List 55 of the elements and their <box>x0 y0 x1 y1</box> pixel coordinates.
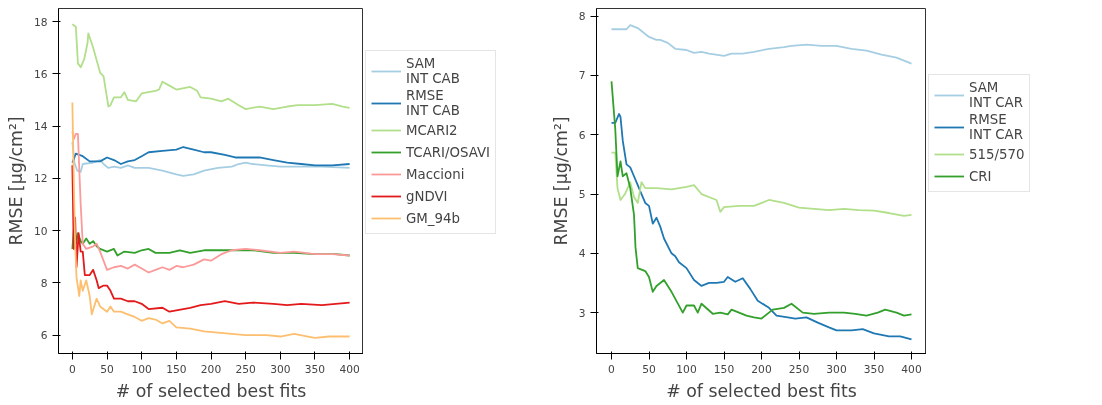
x-tick-label: 250 <box>788 362 810 376</box>
line-series <box>71 146 351 167</box>
x-tick-label: 150 <box>713 362 735 376</box>
line-series <box>610 80 913 320</box>
line-series <box>71 130 351 274</box>
x-tick-label: 250 <box>235 362 257 376</box>
x-tick-label: 200 <box>200 362 222 376</box>
legend-label: RMSE INT CAR <box>969 112 1023 142</box>
legend-label: Maccioni <box>406 166 465 182</box>
y-axis-title: RMSE [μg/cm²] <box>550 116 571 246</box>
x-tick-label: 350 <box>863 362 885 376</box>
x-tick-label: 0 <box>68 362 76 376</box>
y-tick-label: 14 <box>33 120 48 134</box>
x-tick-label: 100 <box>676 362 697 376</box>
line-series <box>71 23 351 111</box>
legend-label: GM_94b <box>406 210 460 226</box>
y-tick-label: 6 <box>40 329 48 343</box>
legend-label: gNDVI <box>406 188 448 204</box>
x-tick-label: 100 <box>131 362 153 376</box>
line-series <box>610 24 913 65</box>
y-tick-label: 5 <box>578 188 586 202</box>
x-axis-title: # of selected best fits <box>666 380 857 401</box>
line-series <box>610 113 913 341</box>
y-tick-label: 10 <box>33 224 48 238</box>
y-tick-label: 4 <box>578 247 586 261</box>
x-tick-label: 50 <box>100 362 115 376</box>
x-tick-label: 400 <box>901 362 922 376</box>
line-series <box>610 151 913 217</box>
legend-label: MCARI2 <box>406 122 458 138</box>
x-tick-label: 350 <box>304 362 326 376</box>
legend-label: 515/570 <box>969 146 1025 162</box>
y-tick-label: 8 <box>40 276 48 290</box>
legend-label: SAM INT CAB <box>406 56 460 86</box>
y-tick-label: 16 <box>33 67 48 81</box>
x-tick-label: 200 <box>751 362 772 376</box>
line-series <box>71 101 351 339</box>
y-tick-label: 12 <box>33 172 48 186</box>
y-tick-label: 8 <box>578 10 586 24</box>
y-tick-label: 3 <box>578 306 586 320</box>
x-tick-label: 300 <box>826 362 847 376</box>
legend-label: RMSE INT CAB <box>406 88 460 118</box>
y-tick-label: 18 <box>33 15 48 29</box>
x-tick-label: 400 <box>339 362 361 376</box>
legend-label: CRI <box>969 168 992 184</box>
x-tick-label: 0 <box>608 362 616 376</box>
y-tick-label: 7 <box>578 69 586 83</box>
line-series <box>71 164 351 313</box>
x-tick-label: 300 <box>270 362 291 376</box>
x-tick-label: 50 <box>642 362 656 376</box>
y-tick-label: 6 <box>578 128 586 142</box>
legend-label: SAM INT CAR <box>969 80 1023 110</box>
legend-label: TCARI/OSAVI <box>406 144 490 160</box>
x-axis-title: # of selected best fits <box>115 380 307 401</box>
y-axis-title: RMSE [μg/cm²] <box>5 116 26 246</box>
x-tick-label: 150 <box>166 362 187 376</box>
